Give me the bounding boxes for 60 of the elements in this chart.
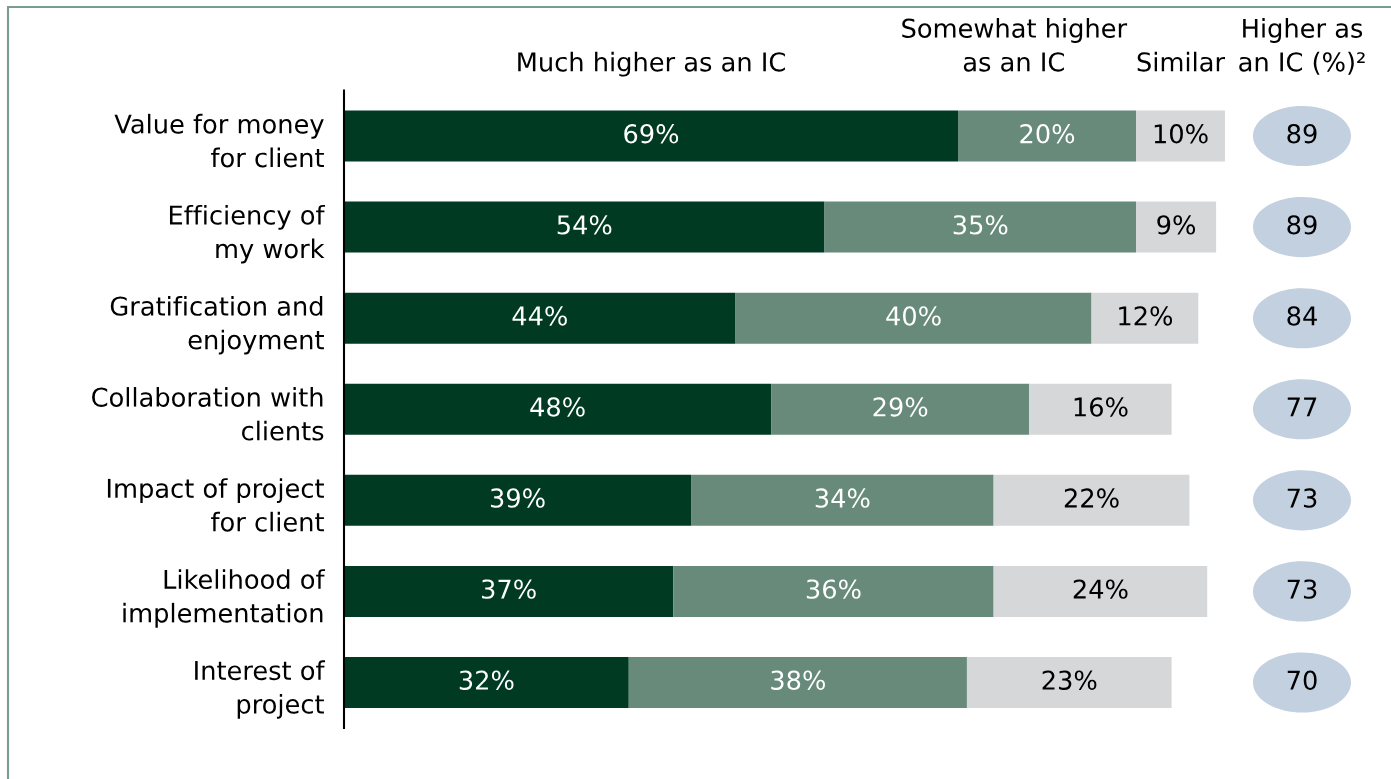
data-label: 77 — [1287, 397, 1317, 417]
data-label: 44% — [512, 306, 567, 326]
bar — [344, 292, 736, 344]
y-tick-label: Interest of project — [195, 660, 326, 719]
data-label: 10% — [1154, 124, 1208, 144]
data-label: 73 — [1287, 579, 1317, 599]
bar — [1136, 110, 1225, 162]
text: Higher as an IC (%)² — [1239, 18, 1365, 75]
bar — [673, 565, 994, 617]
data-label: 84 — [1287, 306, 1317, 326]
data-label: 69% — [624, 124, 679, 144]
y-tick-label: Gratification and enjoyment — [110, 295, 324, 355]
data-label: 9% — [1157, 215, 1196, 235]
data-label: 16% — [1074, 397, 1128, 417]
data-label: 35% — [953, 215, 1008, 235]
y-tick-label: Collaboration with clients — [92, 387, 324, 441]
bar — [344, 201, 825, 253]
data-label: 54% — [557, 215, 612, 235]
bar — [958, 110, 1137, 162]
bar — [628, 656, 967, 708]
bar — [344, 656, 629, 708]
data-label: 40% — [886, 306, 941, 326]
data-label: 38% — [771, 670, 825, 690]
bar — [993, 565, 1208, 617]
data-label: 32% — [459, 670, 514, 690]
data-label: 48% — [530, 397, 585, 417]
bar — [771, 383, 1030, 435]
bar — [966, 656, 1172, 708]
data-label: 34% — [815, 488, 870, 508]
data-label: 24% — [1073, 579, 1128, 599]
bar — [691, 474, 994, 526]
data-label: 70 — [1287, 670, 1317, 690]
data-label: 23% — [1042, 670, 1097, 690]
bar — [1136, 201, 1217, 253]
data-label: 37% — [482, 579, 536, 599]
bar — [735, 292, 1092, 344]
y-tick-label: Impact of project for client — [107, 478, 324, 532]
bar — [344, 474, 692, 526]
data-label: 73 — [1287, 488, 1317, 508]
series-label: Similar — [1137, 51, 1226, 72]
bar — [1091, 292, 1199, 344]
data-label: 36% — [806, 579, 861, 599]
data-label: 89 — [1287, 124, 1317, 144]
data-label: 39% — [490, 488, 545, 508]
bar — [1029, 383, 1172, 435]
bar — [344, 110, 959, 162]
y-tick-label: Likelihood of implementation — [123, 569, 326, 628]
y-tick-label: Value for money for client — [114, 113, 324, 168]
bar — [344, 383, 772, 435]
data-label: 22% — [1064, 488, 1119, 508]
data-label: 20% — [1020, 124, 1075, 144]
bar — [824, 201, 1137, 253]
bar — [993, 474, 1190, 526]
data-label: 89 — [1287, 215, 1317, 235]
data-label: 29% — [873, 397, 928, 417]
series-label: Somewhat higher as an IC — [902, 18, 1128, 72]
series-label: Much higher as an IC — [518, 51, 785, 77]
data-label: 12% — [1119, 306, 1173, 326]
y-tick-label: Efficiency of my work — [169, 204, 326, 264]
bar — [344, 565, 674, 617]
